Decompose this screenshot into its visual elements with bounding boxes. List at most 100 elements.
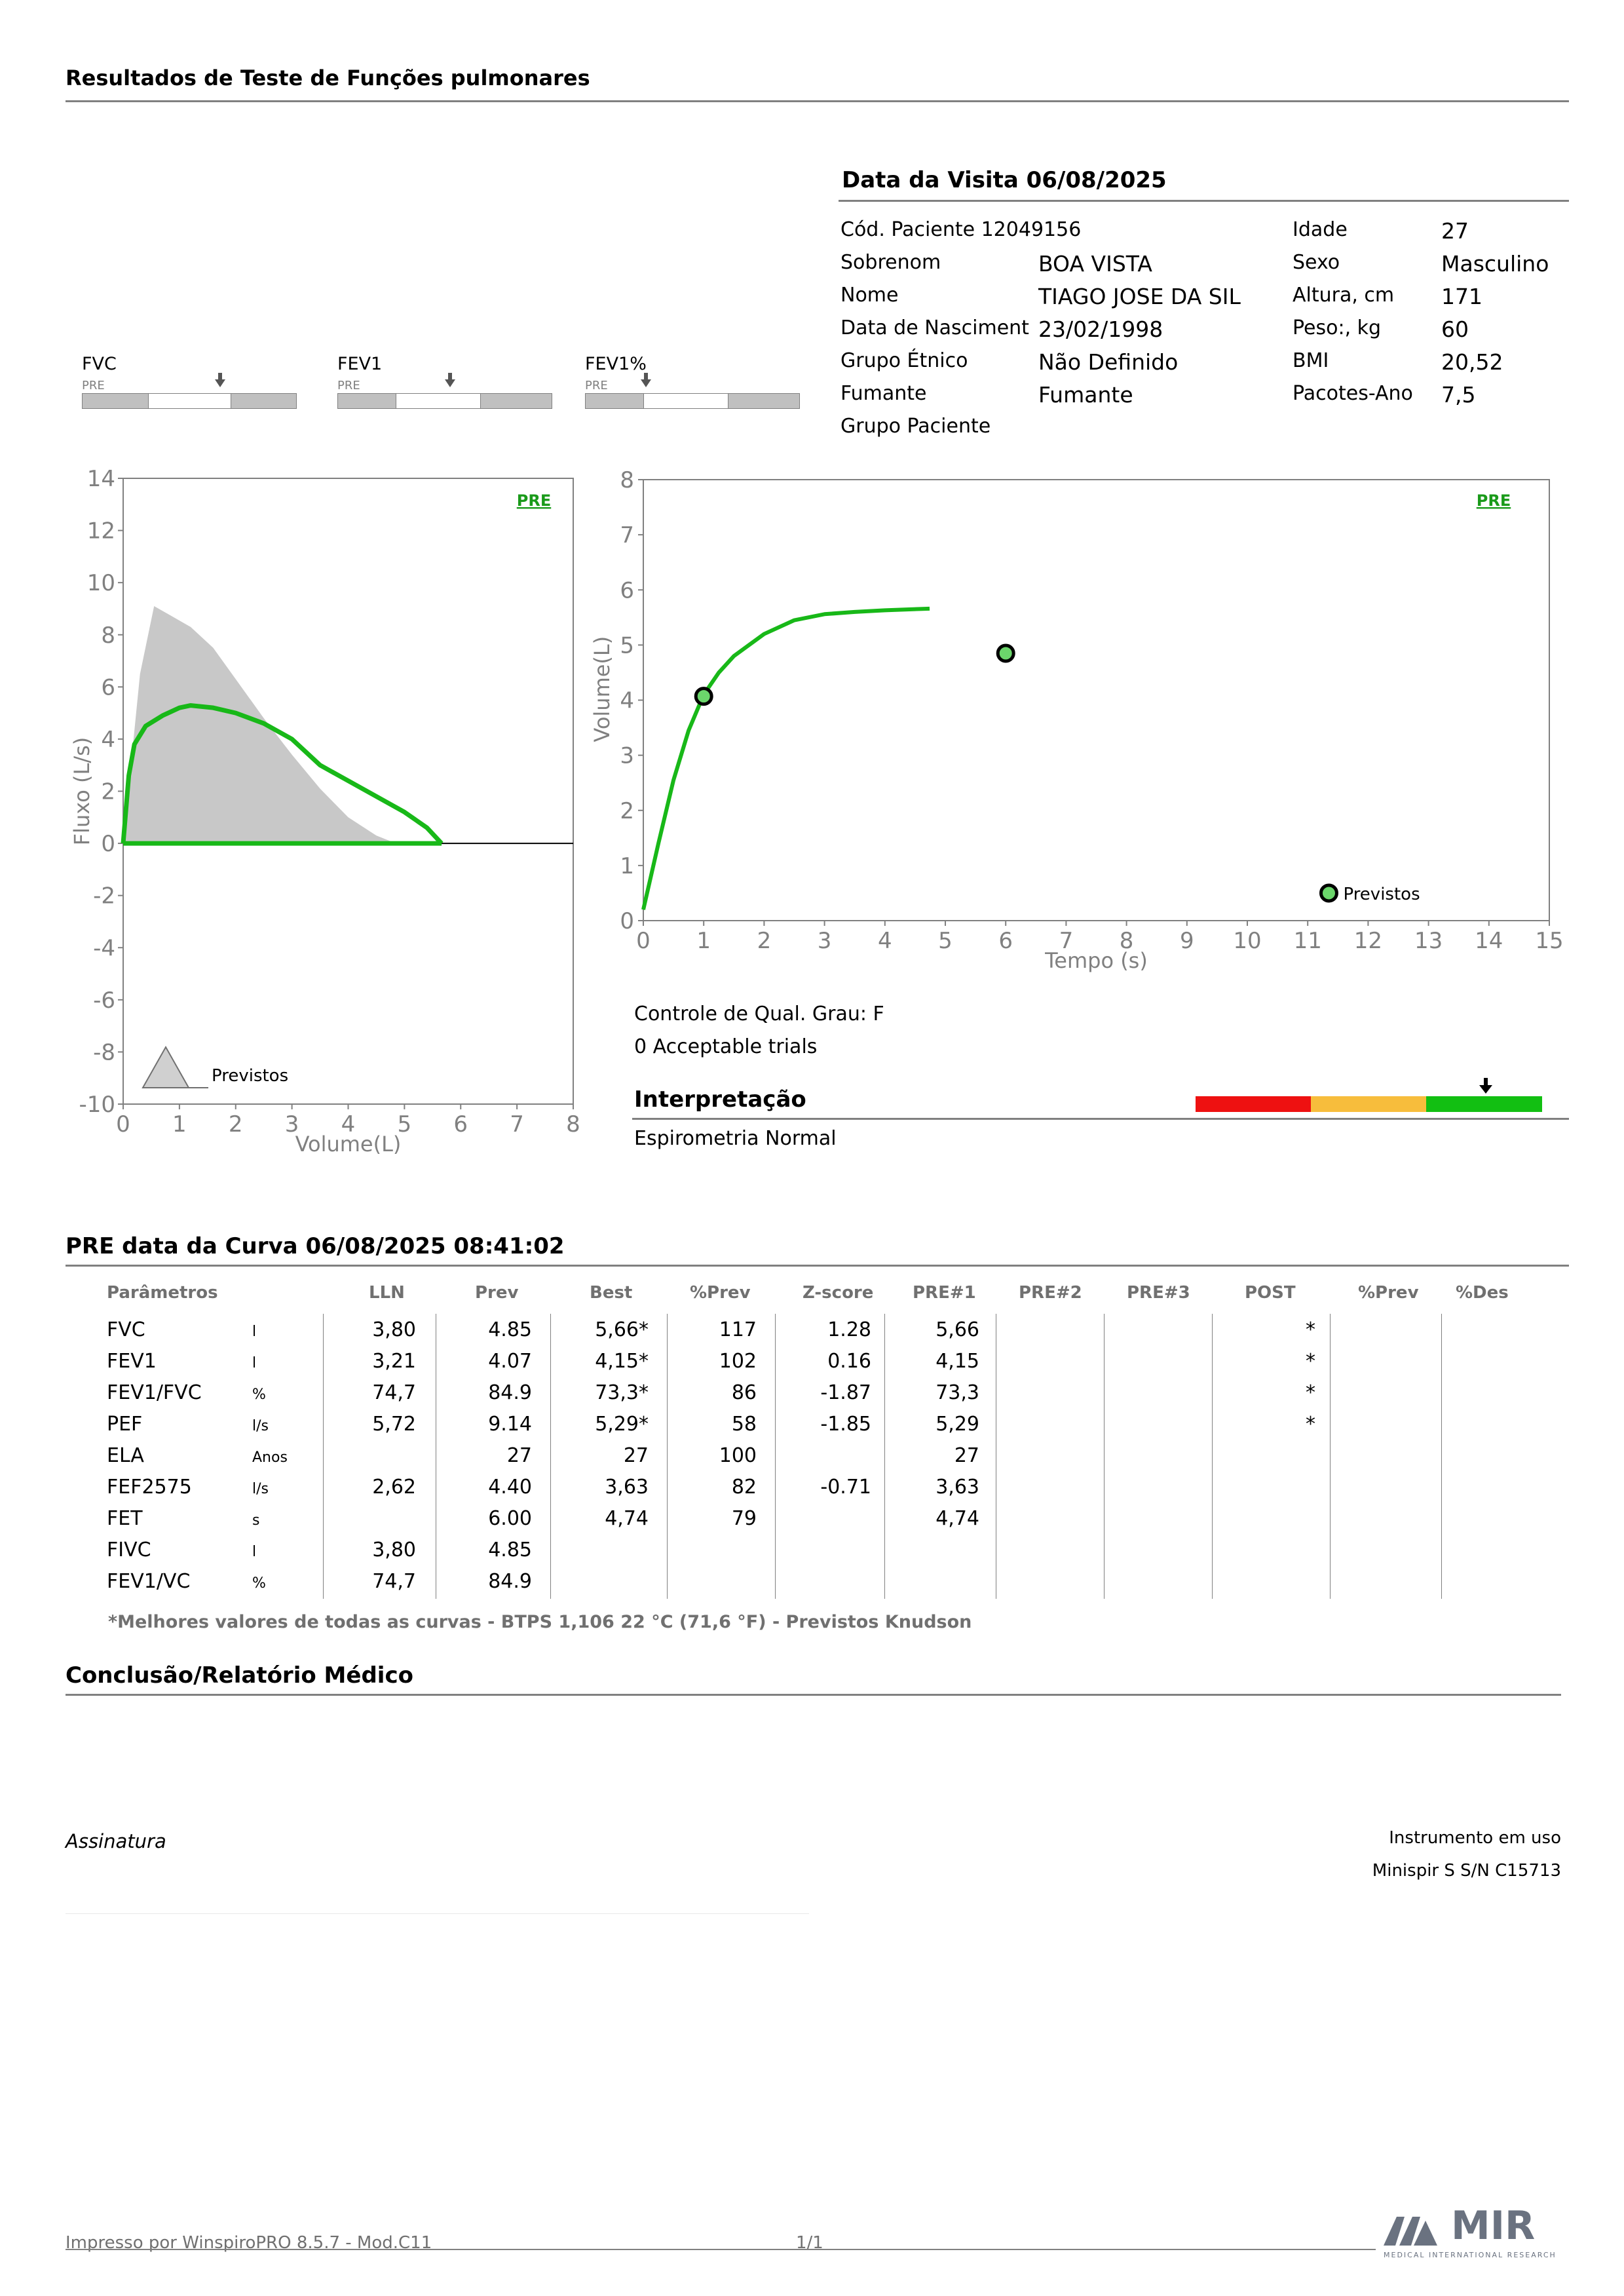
column-divider bbox=[1441, 1314, 1442, 1599]
mini-scale-fvc-label: FVC bbox=[82, 354, 117, 374]
header-pct-prev: %Prev bbox=[690, 1283, 751, 1303]
y-tick-label: -8 bbox=[93, 1039, 115, 1065]
report-title: Resultados de Teste de Funções pulmonare… bbox=[66, 66, 590, 90]
row-pre1-value: 3,63 bbox=[935, 1476, 979, 1499]
patient-code: Cód. Paciente 12049156 bbox=[840, 218, 1082, 241]
header-lln: LLN bbox=[369, 1283, 405, 1303]
y-tick-label: 4 bbox=[620, 688, 634, 714]
birth-value: 23/02/1998 bbox=[1038, 316, 1163, 342]
row-parameter: FET bbox=[107, 1507, 143, 1530]
legend-label: Previstos bbox=[1343, 885, 1420, 904]
row-unit: Anos bbox=[252, 1449, 288, 1466]
row-pprev-value: 58 bbox=[731, 1413, 757, 1436]
row-lln-value: 3,21 bbox=[372, 1350, 416, 1373]
row-pre1-value: 5,66 bbox=[935, 1318, 979, 1341]
x-tick-label: 8 bbox=[1120, 928, 1134, 954]
smoker-label: Fumante bbox=[840, 382, 927, 405]
interpretation-scale-red bbox=[1196, 1096, 1311, 1112]
row-z-value: -1.87 bbox=[820, 1381, 871, 1404]
row-pprev-value: 86 bbox=[731, 1381, 757, 1404]
predicted-area bbox=[123, 605, 396, 844]
interpretation-divider bbox=[632, 1118, 1569, 1120]
row-post-value: * bbox=[1306, 1318, 1315, 1341]
row-pprev-value: 82 bbox=[731, 1476, 757, 1499]
x-axis-label: Tempo (s) bbox=[1044, 948, 1148, 973]
row-prev-value: 4.85 bbox=[488, 1318, 532, 1341]
row-lln-value: 74,7 bbox=[372, 1570, 416, 1593]
header-pre3: PRE#3 bbox=[1127, 1283, 1190, 1303]
y-tick-label: 2 bbox=[620, 798, 634, 824]
row-pprev-value: 100 bbox=[719, 1444, 757, 1467]
y-tick-label: 5 bbox=[620, 632, 634, 659]
y-tick-label: 4 bbox=[101, 727, 115, 753]
packs-label: Pacotes-Ano bbox=[1293, 382, 1413, 405]
plot-area bbox=[643, 479, 1550, 921]
x-tick-label: 1 bbox=[172, 1111, 187, 1138]
y-tick-label: 1 bbox=[620, 853, 634, 879]
mini-scale-fev1-tag: PRE bbox=[337, 379, 360, 392]
row-parameter: FVC bbox=[107, 1318, 145, 1341]
x-tick-label: 2 bbox=[229, 1111, 243, 1138]
surname-label: Sobrenom bbox=[840, 251, 941, 274]
mini-scale-fev1-label: FEV1 bbox=[337, 354, 383, 374]
acceptable-trials: 0 Acceptable trials bbox=[634, 1035, 818, 1058]
conclusion-divider bbox=[66, 1694, 1561, 1696]
column-divider bbox=[775, 1314, 776, 1599]
row-z-value: 1.28 bbox=[827, 1318, 871, 1341]
column-divider bbox=[323, 1314, 324, 1599]
x-tick-label: 5 bbox=[938, 928, 953, 954]
row-post-value: * bbox=[1306, 1350, 1315, 1373]
instrument-value: Minispir S S/N C15713 bbox=[1372, 1861, 1561, 1881]
row-prev-value: 4.40 bbox=[488, 1476, 532, 1499]
predicted-point bbox=[996, 643, 1015, 663]
row-best-value: 5,66* bbox=[595, 1318, 649, 1341]
interpretation-scale-green bbox=[1426, 1096, 1542, 1112]
header-pre2: PRE#2 bbox=[1019, 1283, 1082, 1303]
x-tick-label: 3 bbox=[818, 928, 832, 954]
packs-value: 7,5 bbox=[1441, 382, 1476, 408]
row-unit: l bbox=[252, 1544, 257, 1560]
row-prev-value: 84.9 bbox=[488, 1381, 532, 1404]
measured-expiratory-curve bbox=[121, 703, 444, 845]
visit-date-title: Data da Visita 06/08/2025 bbox=[842, 167, 1167, 193]
row-lln-value: 5,72 bbox=[372, 1413, 416, 1436]
bmi-label: BMI bbox=[1293, 349, 1329, 372]
row-prev-value: 4.85 bbox=[488, 1539, 532, 1561]
row-best-value: 3,63 bbox=[605, 1476, 649, 1499]
x-tick-label: 10 bbox=[1233, 928, 1261, 954]
row-unit: l/s bbox=[252, 1481, 269, 1497]
row-best-value: 4,74 bbox=[605, 1507, 649, 1530]
visit-divider bbox=[839, 200, 1569, 202]
row-z-value: 0.16 bbox=[827, 1350, 871, 1373]
surname-value: BOA VISTA bbox=[1038, 251, 1152, 277]
row-parameter: FIVC bbox=[107, 1539, 151, 1561]
row-prev-value: 84.9 bbox=[488, 1570, 532, 1593]
down-arrow-icon bbox=[640, 373, 651, 387]
row-pre1-value: 4,15 bbox=[935, 1350, 979, 1373]
title-divider bbox=[66, 100, 1569, 102]
chart-tag: PRE bbox=[517, 491, 551, 510]
row-parameter: FEV1/FVC bbox=[107, 1381, 202, 1404]
row-lln-value: 3,80 bbox=[372, 1539, 416, 1561]
instrument-label: Instrumento em uso bbox=[1389, 1828, 1561, 1848]
row-best-value: 5,29* bbox=[595, 1413, 649, 1436]
y-tick-label: -2 bbox=[93, 883, 115, 909]
header-zscore: Z-score bbox=[803, 1283, 874, 1303]
row-best-value: 27 bbox=[623, 1444, 649, 1467]
x-tick-label: 4 bbox=[341, 1111, 356, 1138]
x-tick-label: 7 bbox=[1059, 928, 1074, 954]
row-pre1-value: 4,74 bbox=[935, 1507, 979, 1530]
y-tick-label: 6 bbox=[101, 674, 115, 700]
row-post-value: * bbox=[1306, 1413, 1315, 1436]
row-lln-value: 2,62 bbox=[372, 1476, 416, 1499]
curve-title: PRE data da Curva 06/08/2025 08:41:02 bbox=[66, 1233, 565, 1259]
birth-label: Data de Nasciment bbox=[840, 316, 1029, 339]
row-unit: % bbox=[252, 1575, 266, 1592]
header-pre1: PRE#1 bbox=[913, 1283, 976, 1303]
column-divider bbox=[1330, 1314, 1331, 1599]
x-tick-label: 6 bbox=[453, 1111, 468, 1138]
row-pprev-value: 102 bbox=[719, 1350, 757, 1373]
down-arrow-icon bbox=[1479, 1078, 1492, 1094]
quality-grade: Controle de Qual. Grau: F bbox=[634, 1003, 884, 1025]
row-z-value: -0.71 bbox=[820, 1476, 871, 1499]
